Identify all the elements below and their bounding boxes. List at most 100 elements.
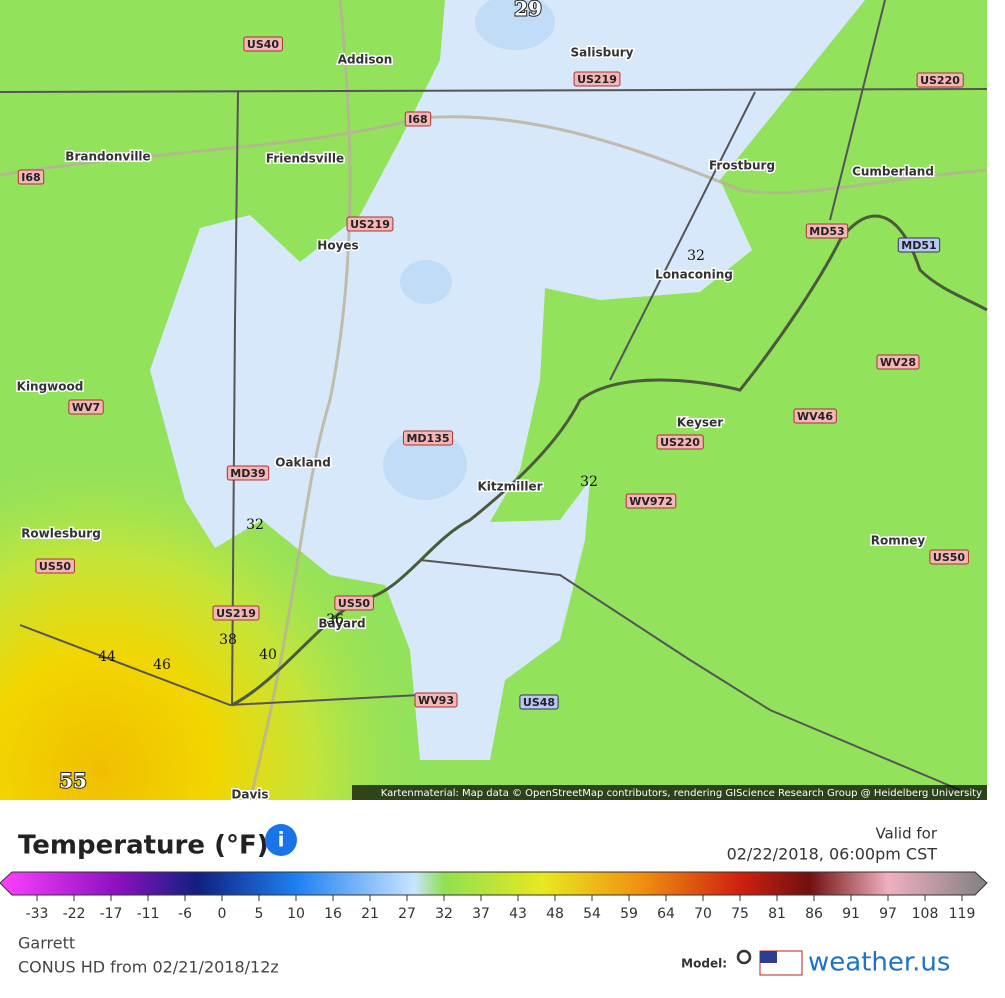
road-shield-bg (414, 692, 458, 708)
road-shield-bg (876, 354, 920, 370)
road-label: MD53 (809, 225, 844, 238)
place-label: Lonaconing (655, 268, 733, 282)
road-label: US219 (577, 73, 617, 86)
place-label: Frostburg (709, 159, 775, 173)
scale-tick-label: 21 (361, 906, 379, 922)
scale-tick-label: 0 (218, 906, 227, 922)
road-label: MD39 (230, 467, 265, 480)
road-shield: MD51 (897, 237, 941, 253)
road-label: I68 (408, 113, 427, 126)
place-label: Cumberland (852, 165, 934, 179)
place-label: Addison (338, 53, 393, 67)
scale-tick-label: -33 (26, 906, 49, 922)
road-label: WV93 (418, 694, 454, 707)
road-shield-bg (35, 558, 75, 574)
road-shield: WV28 (876, 354, 920, 370)
road-shield-bg (68, 399, 104, 415)
road-label: US40 (247, 38, 280, 51)
road-shield: WV93 (414, 692, 458, 708)
road-shield-bg (929, 549, 969, 565)
road-shield-bg (212, 605, 260, 621)
scale-tick-label: -17 (100, 906, 123, 922)
road-shield: US219 (573, 71, 621, 87)
contour-label: 29 (514, 0, 542, 21)
region: Garrett (18, 934, 75, 953)
info-button[interactable] (265, 824, 297, 856)
road-label: WV7 (72, 401, 100, 414)
road-label: US50 (933, 551, 966, 564)
road-label: MD135 (406, 432, 449, 445)
road-label: WV28 (880, 356, 916, 369)
place-label: Bayard (318, 617, 365, 631)
road-shield: MD39 (226, 465, 270, 481)
road-label: WV46 (797, 410, 833, 423)
color-scale (0, 871, 988, 896)
road-label: US48 (523, 696, 555, 709)
road-shield-bg (334, 595, 374, 611)
place-label: Hoyes (317, 239, 358, 253)
road-label: US220 (660, 436, 700, 449)
road-label: US219 (216, 607, 256, 620)
road-shield: MD135 (402, 430, 454, 446)
road-shield-bg (625, 493, 677, 509)
scale-tick-label: 16 (324, 906, 342, 922)
road-shield-bg (404, 111, 432, 127)
place-label: Brandonville (65, 150, 150, 164)
road-shield-bg (573, 71, 621, 87)
place-label: Keyser (677, 416, 723, 430)
road-shield-bg (402, 430, 454, 446)
road-label: US219 (350, 218, 390, 231)
model-label: Model: (681, 957, 727, 971)
road-shield-bg (805, 223, 849, 239)
place-label: Davis (231, 788, 268, 802)
scale-tick-label: 70 (694, 906, 712, 922)
scale-tick-label: 108 (912, 906, 939, 922)
road-shield: I68 (17, 169, 45, 185)
contour-label: 46 (153, 657, 171, 673)
road-shield: US220 (916, 72, 964, 88)
valid-label: Valid for (875, 825, 937, 843)
scale-tick-label: 32 (435, 906, 453, 922)
road-shield: US48 (519, 694, 559, 710)
place-label: Rowlesburg (21, 527, 101, 541)
map: Kartenmaterial: Map data © OpenStreetMap… (0, 0, 988, 803)
road-shield: MD53 (805, 223, 849, 239)
road-label: US50 (338, 597, 371, 610)
scale-tick-label: 75 (731, 906, 749, 922)
road-shield: US220 (656, 434, 704, 450)
road-label: I68 (21, 171, 40, 184)
scale-tick-label: 54 (583, 906, 601, 922)
place-label: Kingwood (17, 380, 84, 394)
flag-canton (760, 951, 777, 963)
road-shield-bg (226, 465, 270, 481)
road-label: US220 (920, 74, 960, 87)
road-shield: US50 (35, 558, 75, 574)
contour-label: 38 (219, 632, 237, 648)
contour-label: 32 (246, 517, 264, 533)
scale-tick-label: -22 (63, 906, 86, 922)
scale-tick-label: 86 (805, 906, 823, 922)
road-label: MD51 (901, 239, 936, 252)
road-shield-bg (17, 169, 45, 185)
road-shield: US50 (334, 595, 374, 611)
place-label: Kitzmiller (477, 480, 542, 494)
scale-tick-label: 119 (949, 906, 976, 922)
road-shield: US40 (243, 36, 283, 52)
road-shield: US219 (212, 605, 260, 621)
legend: Temperature (°F) i Valid for 02/22/2018,… (0, 824, 988, 978)
place-label: Oakland (275, 456, 331, 470)
scale-tick-label: 10 (287, 906, 305, 922)
road-shield-bg (793, 408, 837, 424)
road-shield-bg (519, 694, 559, 710)
road-shield-bg (346, 216, 394, 232)
legend-title: Temperature (°F) (18, 831, 269, 861)
road-shield-bg (897, 237, 941, 253)
scale-tick-label: 48 (546, 906, 564, 922)
scale-tick-label: 64 (657, 906, 675, 922)
place-label: Salisbury (571, 46, 634, 60)
road-label: US50 (39, 560, 72, 573)
scale-tick-label: 81 (768, 906, 786, 922)
road-label: WV972 (629, 495, 673, 508)
scale-tick-label: 97 (879, 906, 897, 922)
